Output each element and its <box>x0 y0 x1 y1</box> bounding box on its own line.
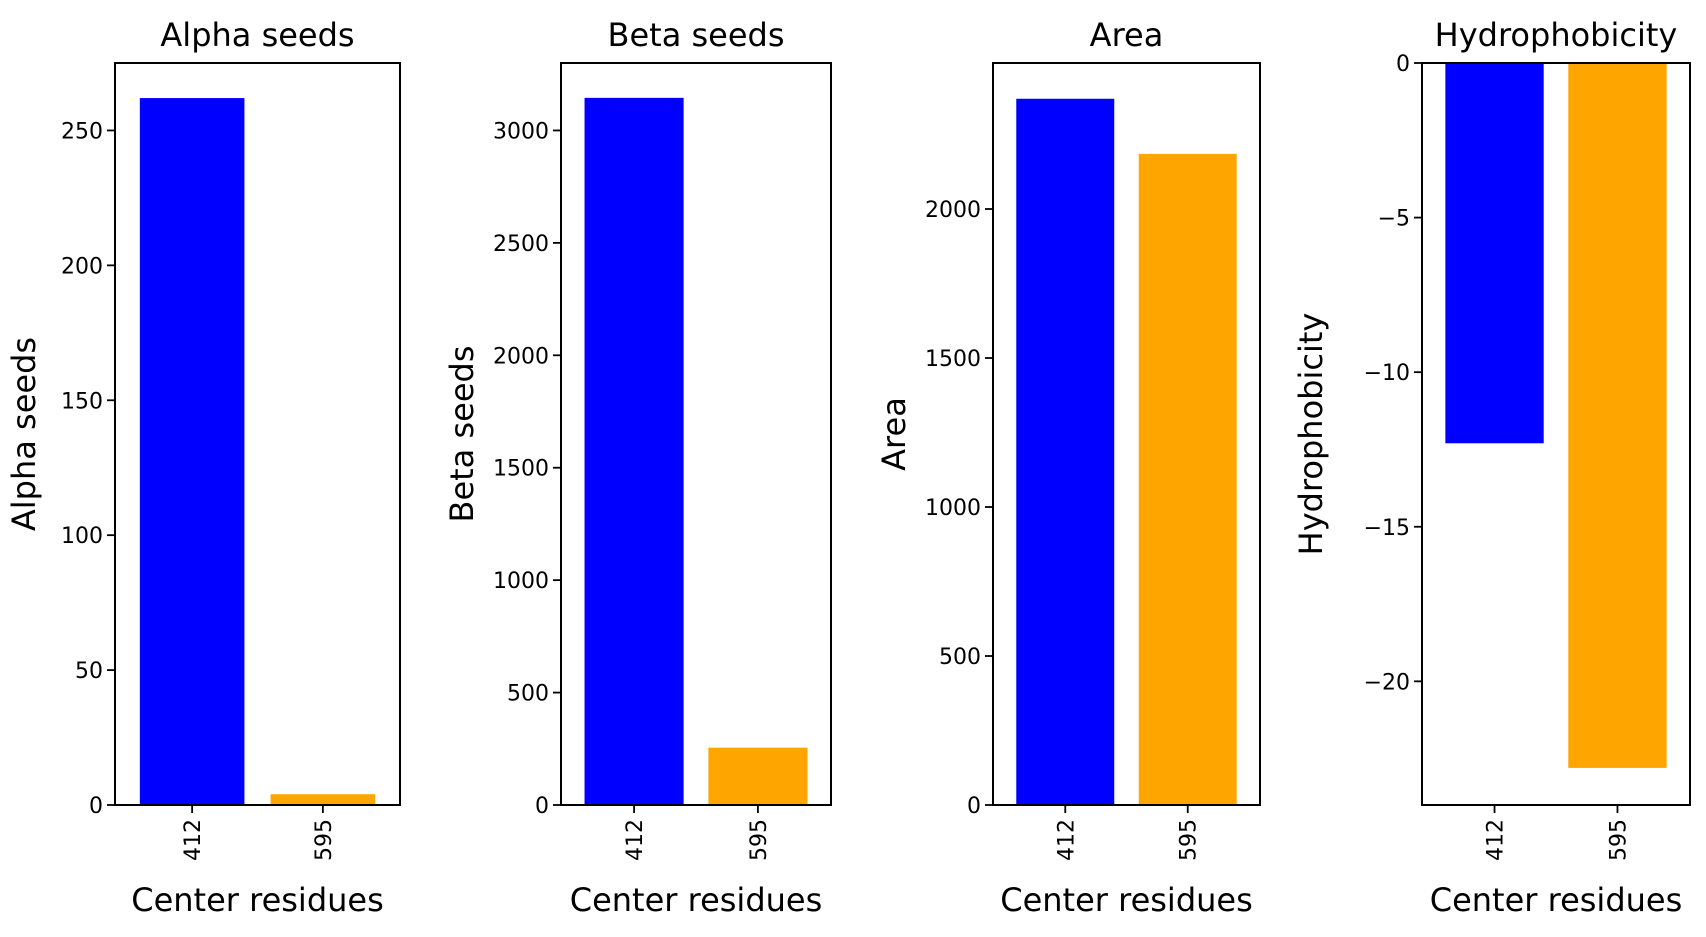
y-tick-label: 0 <box>535 794 549 819</box>
y-tick-label: 200 <box>61 254 103 279</box>
y-tick-label: 150 <box>61 389 103 414</box>
y-tick-label: 0 <box>1396 52 1410 77</box>
x-tick-label: 595 <box>747 819 772 861</box>
y-tick-label: 1500 <box>493 457 549 482</box>
y-axis-label: Hydrophobicity <box>1292 313 1330 556</box>
y-tick-label: 250 <box>61 119 103 144</box>
y-tick-label: 0 <box>89 794 103 819</box>
y-tick-label: −15 <box>1364 516 1410 541</box>
x-tick-label: 595 <box>1177 819 1202 861</box>
plot-frame <box>114 62 401 806</box>
y-tick-label: 500 <box>939 645 981 670</box>
x-tick-label: 412 <box>623 819 648 861</box>
y-tick-label: 3000 <box>493 119 549 144</box>
plot-frame <box>992 62 1261 806</box>
subplot-title: Alpha seeds <box>160 16 354 54</box>
y-tick-label: 50 <box>75 659 103 684</box>
x-tick-label: 412 <box>1054 819 1079 861</box>
y-axis-label: Alpha seeds <box>5 337 43 531</box>
y-tick-label: 1000 <box>493 569 549 594</box>
plot-frame <box>1421 62 1691 806</box>
x-tick-label: 412 <box>1484 819 1509 861</box>
bar-412 <box>1016 98 1115 805</box>
bar-595 <box>270 794 376 805</box>
bar-412 <box>1445 63 1544 444</box>
x-axis-label: Center residues <box>1430 881 1683 919</box>
bar-412 <box>139 98 245 806</box>
y-tick-label: 2500 <box>493 232 549 257</box>
y-tick-label: 1000 <box>925 496 981 521</box>
y-tick-label: 100 <box>61 524 103 549</box>
bar-595 <box>1568 63 1667 768</box>
x-axis-label: Center residues <box>1000 881 1253 919</box>
subplot-title: Beta seeds <box>608 16 785 54</box>
y-axis-label: Beta seeds <box>443 346 481 523</box>
y-tick-label: 500 <box>507 682 549 707</box>
bar-595 <box>708 747 808 805</box>
subplot-title: Hydrophobicity <box>1435 16 1678 54</box>
subplot-3: 0 500 1000 1500 2000 412 595 Area Center residue… <box>875 16 1261 919</box>
y-tick-label: −20 <box>1364 670 1410 695</box>
bar-595 <box>1138 153 1237 805</box>
x-axis-label: Center residues <box>570 881 823 919</box>
subplot-2: 0 500 1000 1500 2000 2500 3000 412 595 Beta seeds… <box>443 16 832 919</box>
x-tick-label: 595 <box>312 819 337 861</box>
subplot-title: Area <box>1090 16 1164 54</box>
y-axis-label: Area <box>875 397 913 471</box>
plot-frame <box>560 62 832 806</box>
subplot-1: 0 50 100 150 200 250 412 595 Alpha seeds Center r… <box>5 16 401 919</box>
x-tick-label: 595 <box>1606 819 1631 861</box>
bar-412 <box>584 97 684 806</box>
y-tick-label: 1500 <box>925 347 981 372</box>
x-tick-label: 412 <box>181 819 206 861</box>
y-tick-label: 0 <box>967 794 981 819</box>
y-tick-label: −5 <box>1378 207 1410 232</box>
y-tick-label: −10 <box>1364 361 1410 386</box>
x-axis-label: Center residues <box>131 881 384 919</box>
y-tick-label: 2000 <box>493 344 549 369</box>
y-tick-label: 2000 <box>925 198 981 223</box>
subplot-4: 0 −5 −10 −15 −20 412 595 Hydrophobicity Center r… <box>1292 16 1691 919</box>
